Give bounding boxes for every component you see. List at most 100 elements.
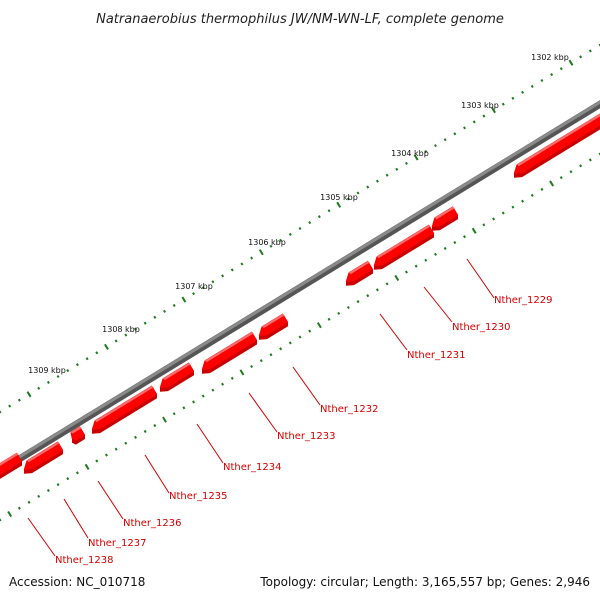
minor-tick	[298, 335, 302, 339]
minor-tick	[56, 483, 60, 487]
gene-leader-line	[196, 423, 224, 464]
major-tick	[7, 511, 13, 518]
minor-tick	[279, 238, 283, 242]
minor-tick	[308, 221, 312, 225]
gene-arrow-side	[202, 340, 257, 374]
minor-tick	[559, 176, 563, 180]
minor-tick	[153, 424, 157, 428]
minor-tick	[588, 49, 592, 53]
minor-tick	[366, 185, 370, 189]
minor-tick	[501, 102, 505, 106]
minor-tick	[298, 226, 302, 231]
major-tick	[162, 416, 167, 423]
minor-tick	[521, 90, 525, 94]
kbp-label-group: 1302 kbp 1303 kbp 1304 kbp 1305 kbp 1306 kbp…	[28, 53, 569, 375]
minor-tick	[559, 67, 563, 71]
minor-tick	[56, 374, 60, 379]
gene-arrow-highlight	[434, 206, 455, 220]
minor-tick	[540, 78, 544, 83]
minor-tick	[434, 252, 437, 256]
gene-arrow	[23, 441, 64, 471]
minor-tick	[288, 341, 292, 345]
minor-tick	[511, 96, 515, 100]
minor-tick	[279, 347, 283, 351]
minor-tick	[521, 199, 525, 203]
minor-tick	[588, 158, 592, 162]
gene-label: Nther_1232	[320, 404, 378, 415]
kbp-label: 1305 kbp	[320, 193, 358, 202]
minor-tick	[114, 447, 118, 451]
minor-tick	[501, 211, 505, 215]
minor-tick	[443, 246, 447, 250]
minor-tick	[8, 404, 12, 408]
gene-leader-line	[292, 366, 321, 406]
gene-label: Nther_1237	[88, 538, 146, 549]
minor-tick	[511, 205, 515, 209]
minor-tick	[356, 191, 360, 195]
minor-tick	[211, 388, 215, 392]
minor-tick	[75, 471, 79, 475]
major-tick	[258, 249, 264, 256]
minor-tick	[230, 268, 234, 272]
genome-backbone	[0, 100, 600, 475]
major-tick	[336, 201, 342, 208]
minor-tick	[37, 494, 41, 498]
minor-tick	[172, 303, 176, 307]
minor-tick	[240, 262, 244, 266]
kbp-label: 1304 kbp	[391, 149, 429, 158]
minor-tick	[192, 292, 196, 296]
gene-leader-line	[144, 454, 170, 494]
minor-tick	[530, 193, 534, 197]
major-tick	[26, 391, 32, 398]
minor-tick	[414, 264, 418, 268]
minor-tick	[317, 215, 321, 219]
gene-leader-line	[379, 313, 408, 351]
major-tick	[394, 274, 400, 282]
gene-leader-line	[63, 498, 89, 539]
kbp-label: 1306 kbp	[248, 238, 286, 247]
minor-tick	[530, 84, 534, 88]
gene-arrow-side	[72, 435, 85, 445]
minor-tick	[182, 406, 186, 410]
gene-arrow-side	[432, 215, 458, 231]
major-tick	[239, 369, 245, 376]
gene-arrow	[258, 313, 289, 337]
gene-label: Nther_1236	[123, 518, 181, 529]
minor-tick	[404, 161, 408, 165]
kbp-label: 1302 kbp	[531, 53, 569, 62]
minor-tick	[143, 429, 147, 433]
minor-tick	[375, 179, 379, 183]
gene-arrow-highlight	[204, 331, 254, 363]
gene-arrow-highlight	[261, 313, 285, 329]
minor-tick	[134, 435, 137, 439]
minor-tick	[346, 305, 350, 310]
gene-label: Nther_1229	[494, 295, 552, 306]
minor-tick	[492, 217, 496, 221]
kbp-label: 1309 kbp	[28, 366, 66, 375]
minor-tick	[201, 394, 205, 398]
minor-tick	[434, 144, 437, 148]
gene-arrow-highlight	[70, 426, 82, 434]
gene-arrow-side	[374, 233, 434, 270]
minor-tick	[230, 376, 234, 380]
accession-text: Accession: NC_010718	[9, 575, 145, 589]
minor-tick	[172, 412, 176, 416]
minor-tick	[385, 173, 389, 177]
minor-tick	[424, 150, 428, 154]
gene-arrow-side	[160, 371, 194, 392]
minor-tick	[201, 286, 205, 290]
minor-tick	[269, 244, 273, 248]
gene-leader-line	[466, 258, 495, 299]
minor-tick	[327, 317, 331, 321]
minor-tick	[453, 241, 457, 245]
gene-arrow-side	[24, 450, 63, 474]
minor-tick	[221, 382, 225, 386]
inner-scale-track	[0, 152, 600, 522]
minor-tick	[472, 120, 476, 124]
minor-tick	[143, 321, 147, 325]
gene-label: Nther_1234	[223, 462, 281, 473]
gene-arrow-highlight	[348, 260, 370, 275]
major-tick	[491, 107, 496, 114]
minor-tick	[375, 288, 379, 292]
